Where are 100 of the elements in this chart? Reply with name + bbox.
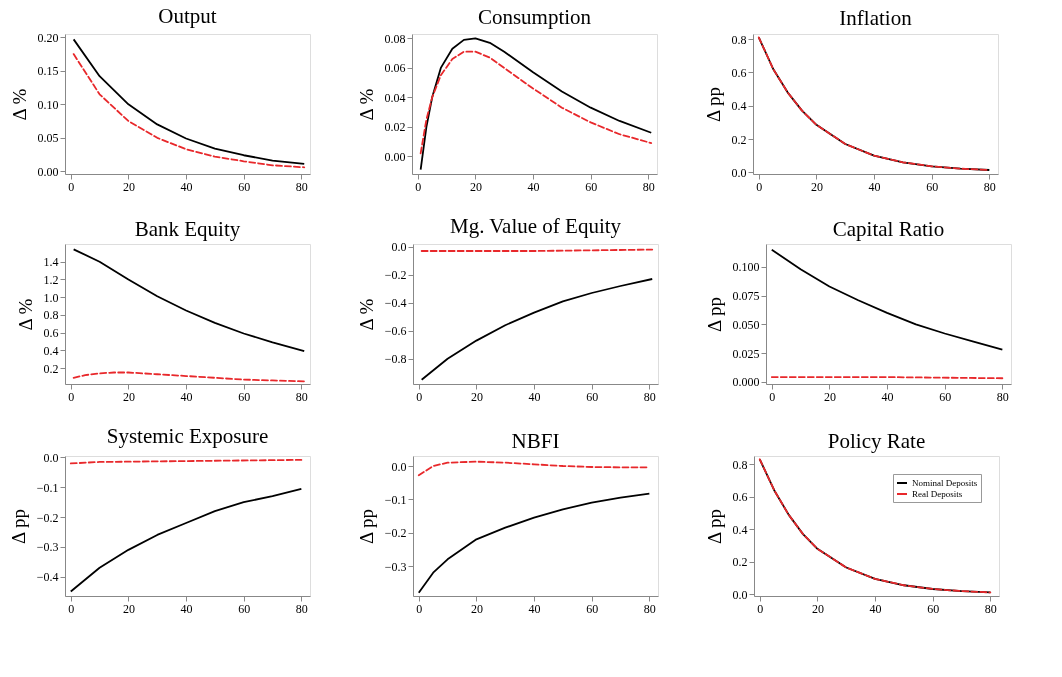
x-tick-label: 60: [585, 179, 598, 194]
y-axis-title: Δ pp: [355, 509, 377, 544]
line-series: [757, 36, 991, 171]
x-tick-label: 80: [295, 179, 308, 194]
x-tick-label: 80: [983, 179, 996, 194]
line-series: [770, 248, 1004, 351]
y-tick-label: 0.0: [732, 587, 748, 602]
y-tick-label: −0.4: [384, 296, 407, 311]
x-tick-label: 80: [642, 179, 655, 194]
line-series: [420, 278, 654, 381]
chart-title: Policy Rate: [827, 429, 926, 453]
x-tick-label: 20: [811, 601, 824, 616]
y-tick-label: 0.8: [732, 457, 748, 472]
y-tick-label: 0.20: [37, 30, 59, 45]
y-tick-label: 0.08: [384, 31, 406, 46]
chart-title: NBFI: [511, 429, 560, 453]
x-tick-label: 0: [769, 389, 776, 404]
chart-title: Consumption: [477, 5, 592, 30]
y-tick-label: 0.10: [37, 97, 59, 112]
y-tick-label: 0.8: [43, 308, 59, 323]
x-tick-label: 20: [469, 179, 482, 194]
y-tick-label: −0.3: [36, 540, 59, 555]
x-tick-label: 20: [122, 179, 135, 194]
y-tick-label: 0.0: [731, 165, 747, 180]
x-tick-label: 40: [527, 179, 540, 194]
y-tick-label: 0.02: [384, 120, 406, 135]
y-axis-title: Δ pp: [7, 509, 29, 544]
y-axis-title: Δ %: [8, 88, 30, 121]
x-tick-label: 0: [415, 179, 422, 194]
y-tick-label: 0.15: [37, 64, 59, 79]
y-tick-label: 0.0: [43, 450, 59, 465]
chart-title: Mg. Value of Equity: [449, 213, 622, 238]
x-tick-label: 40: [868, 179, 881, 194]
x-tick-label: 60: [926, 179, 939, 194]
legend-label: Nominal Deposits: [912, 478, 978, 488]
x-tick-label: 40: [528, 389, 541, 404]
line-series: [758, 458, 992, 594]
x-tick-label: 60: [939, 389, 952, 404]
x-tick-label: 0: [68, 601, 75, 616]
y-tick-label: −0.1: [36, 480, 59, 495]
x-tick-label: 60: [586, 389, 599, 404]
y-tick-label: 0.0: [391, 459, 407, 474]
x-tick-label: 40: [180, 389, 193, 404]
y-axis-title: Δ pp: [702, 87, 724, 122]
y-tick-label: 0.000: [732, 375, 760, 390]
x-tick-label: 80: [295, 601, 308, 616]
x-tick-label: 20: [823, 389, 836, 404]
y-tick-label: 0.2: [731, 132, 747, 147]
line-series: [419, 50, 653, 155]
y-tick-label: 0.025: [732, 346, 760, 361]
x-tick-label: 60: [927, 601, 940, 616]
y-tick-label: 0.00: [37, 164, 59, 179]
y-tick-label: 0.2: [43, 361, 59, 376]
y-tick-label: −0.2: [384, 526, 407, 541]
y-tick-label: 0.100: [732, 260, 760, 275]
x-tick-label: 60: [586, 601, 599, 616]
y-tick-label: −0.4: [36, 570, 59, 585]
x-tick-label: 0: [68, 389, 75, 404]
x-tick-label: 80: [295, 389, 308, 404]
y-axis-title: Δ %: [355, 298, 377, 331]
x-tick-label: 40: [528, 601, 541, 616]
x-tick-label: 40: [180, 601, 193, 616]
x-tick-label: 60: [238, 179, 251, 194]
x-tick-label: 0: [416, 601, 423, 616]
x-tick-label: 80: [996, 389, 1009, 404]
x-tick-label: 40: [869, 601, 882, 616]
y-tick-label: 0.4: [732, 522, 748, 537]
line-series: [72, 371, 306, 383]
y-tick-label: 1.0: [43, 290, 59, 305]
chart-title: Inflation: [839, 6, 913, 30]
chart-title: Output: [158, 4, 217, 29]
chart-title: Bank Equity: [134, 217, 241, 241]
y-tick-label: 0.075: [732, 289, 760, 304]
y-axis-title: Δ %: [14, 298, 36, 331]
y-tick-label: 1.4: [43, 255, 59, 270]
x-tick-label: 0: [756, 179, 763, 194]
chart-title: Capital Ratio: [832, 217, 945, 241]
x-tick-label: 0: [416, 389, 423, 404]
y-tick-label: −0.8: [384, 352, 407, 367]
y-tick-label: 0.06: [384, 61, 406, 76]
line-series: [72, 248, 306, 353]
x-tick-label: 20: [470, 601, 483, 616]
y-tick-label: 0.4: [731, 99, 747, 114]
y-tick-label: −0.6: [384, 324, 407, 339]
y-tick-label: 0.6: [732, 490, 748, 505]
y-tick-label: 0.05: [37, 131, 59, 146]
x-tick-label: 80: [643, 389, 656, 404]
line-series: [417, 492, 651, 594]
y-tick-label: 0.0: [391, 240, 407, 255]
y-tick-label: −0.3: [384, 559, 407, 574]
y-tick-label: 0.6: [731, 65, 747, 80]
x-tick-label: 80: [984, 601, 997, 616]
x-tick-label: 20: [122, 389, 135, 404]
y-tick-label: −0.2: [384, 268, 407, 283]
y-tick-label: 0.04: [384, 90, 406, 105]
x-tick-label: 20: [810, 179, 823, 194]
y-tick-label: 0.00: [384, 149, 406, 164]
y-tick-label: −0.1: [384, 492, 407, 507]
y-tick-label: −0.2: [36, 510, 59, 525]
x-tick-label: 20: [122, 601, 135, 616]
